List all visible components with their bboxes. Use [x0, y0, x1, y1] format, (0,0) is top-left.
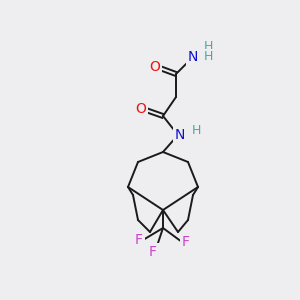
Text: H: H: [191, 124, 201, 136]
Text: N: N: [188, 50, 198, 64]
Text: H: H: [203, 40, 213, 52]
Text: O: O: [150, 60, 160, 74]
Text: O: O: [136, 102, 146, 116]
Text: F: F: [135, 233, 143, 247]
Text: H: H: [203, 50, 213, 64]
Text: N: N: [175, 128, 185, 142]
Text: F: F: [149, 245, 157, 259]
Text: F: F: [182, 235, 190, 249]
